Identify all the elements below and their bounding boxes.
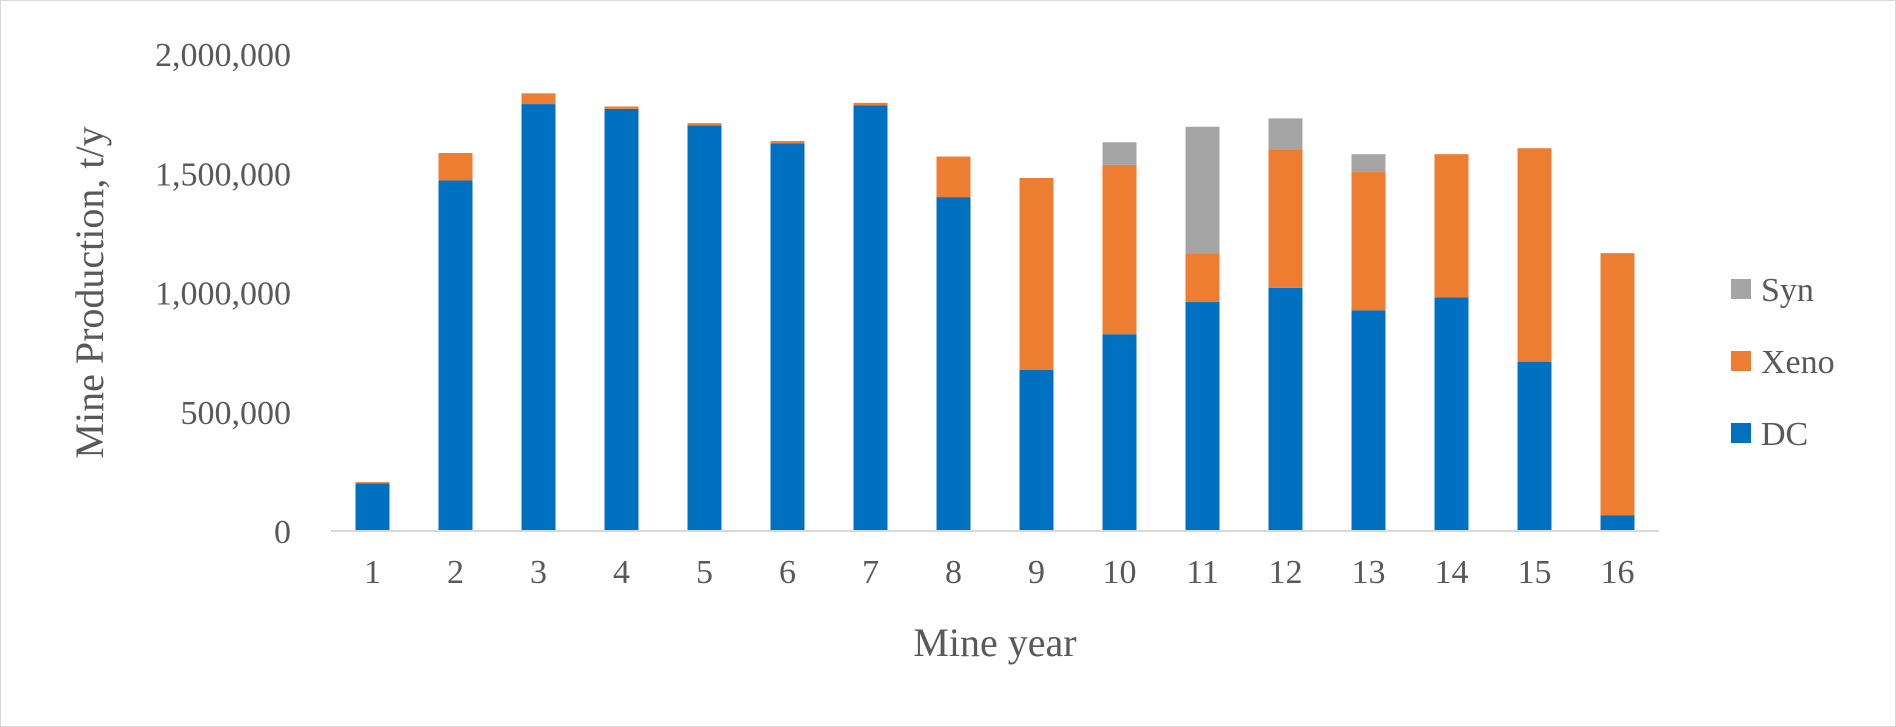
x-tick-label: 6 [779, 554, 796, 591]
y-tick-label: 0 [274, 514, 291, 551]
x-tick-label: 4 [613, 554, 630, 591]
bar-dc-year-4 [604, 108, 639, 531]
bar-xeno-year-8 [936, 156, 971, 198]
bar-xeno-year-2 [438, 152, 473, 181]
x-tick-label: 1 [364, 554, 381, 591]
bar-dc-year-7 [853, 105, 888, 531]
bar-xeno-year-12 [1268, 149, 1303, 288]
bar-dc-year-3 [521, 104, 556, 532]
bar-xeno-year-7 [853, 102, 888, 106]
x-tick-label: 15 [1518, 554, 1552, 591]
bar-xeno-year-6 [770, 141, 805, 144]
legend-label-syn: Syn [1761, 272, 1814, 309]
x-tick-label: 8 [945, 554, 962, 591]
x-tick-label: 10 [1103, 554, 1137, 591]
x-tick-label: 9 [1028, 554, 1045, 591]
bar-dc-year-6 [770, 143, 805, 531]
bar-dc-year-9 [1019, 370, 1054, 531]
bar-area [355, 93, 1635, 532]
x-axis-ticks: 1 2 3 4 5 6 7 8 9 10 11 12 13 14 15 16 [364, 554, 1635, 591]
bar-xeno-year-4 [604, 106, 639, 109]
y-tick-label: 1,500,000 [155, 156, 291, 193]
bar-syn-year-13 [1351, 154, 1386, 173]
bar-dc-year-5 [687, 125, 722, 532]
y-axis-title: Mine Production, t/y [67, 126, 112, 458]
legend: Syn Xeno DC [1731, 272, 1835, 453]
legend-swatch-dc [1731, 423, 1751, 443]
bar-xeno-year-15 [1517, 148, 1552, 362]
bar-dc-year-8 [936, 197, 971, 531]
bar-dc-year-15 [1517, 361, 1552, 531]
y-axis-ticks: 0 500,000 1,000,000 1,500,000 2,000,000 [155, 37, 291, 551]
bar-dc-year-16 [1600, 515, 1635, 531]
x-tick-label: 14 [1435, 554, 1469, 591]
bar-dc-year-13 [1351, 310, 1386, 531]
x-tick-label: 11 [1186, 554, 1219, 591]
bar-syn-year-12 [1268, 118, 1303, 150]
bar-dc-year-2 [438, 180, 473, 531]
bar-xeno-year-16 [1600, 253, 1635, 516]
x-tick-label: 2 [447, 554, 464, 591]
bar-xeno-year-11 [1185, 253, 1220, 303]
y-tick-label: 500,000 [181, 395, 292, 432]
bar-xeno-year-1 [355, 482, 390, 484]
legend-label-dc: DC [1761, 416, 1808, 453]
bar-dc-year-12 [1268, 287, 1303, 531]
bar-xeno-year-3 [521, 93, 556, 105]
bar-dc-year-1 [355, 483, 390, 531]
y-tick-label: 2,000,000 [155, 37, 291, 74]
x-tick-label: 5 [696, 554, 713, 591]
x-tick-label: 13 [1352, 554, 1386, 591]
bar-syn-year-10 [1102, 142, 1137, 165]
bar-xeno-year-14 [1434, 154, 1469, 298]
bar-xeno-year-5 [687, 123, 722, 126]
bar-dc-year-11 [1185, 302, 1220, 531]
bar-syn-year-11 [1185, 126, 1220, 254]
bar-xeno-year-9 [1019, 178, 1054, 371]
legend-label-xeno: Xeno [1761, 344, 1835, 381]
legend-swatch-xeno [1731, 351, 1751, 371]
legend-swatch-syn [1731, 279, 1751, 299]
bar-xeno-year-13 [1351, 172, 1386, 311]
bar-dc-year-10 [1102, 334, 1137, 531]
y-tick-label: 1,000,000 [155, 276, 291, 313]
x-axis-title: Mine year [913, 620, 1076, 665]
bar-dc-year-14 [1434, 297, 1469, 531]
x-tick-label: 7 [862, 554, 879, 591]
x-tick-label: 3 [530, 554, 547, 591]
bar-xeno-year-10 [1102, 164, 1137, 335]
x-tick-label: 16 [1601, 554, 1635, 591]
x-tick-label: 12 [1269, 554, 1303, 591]
